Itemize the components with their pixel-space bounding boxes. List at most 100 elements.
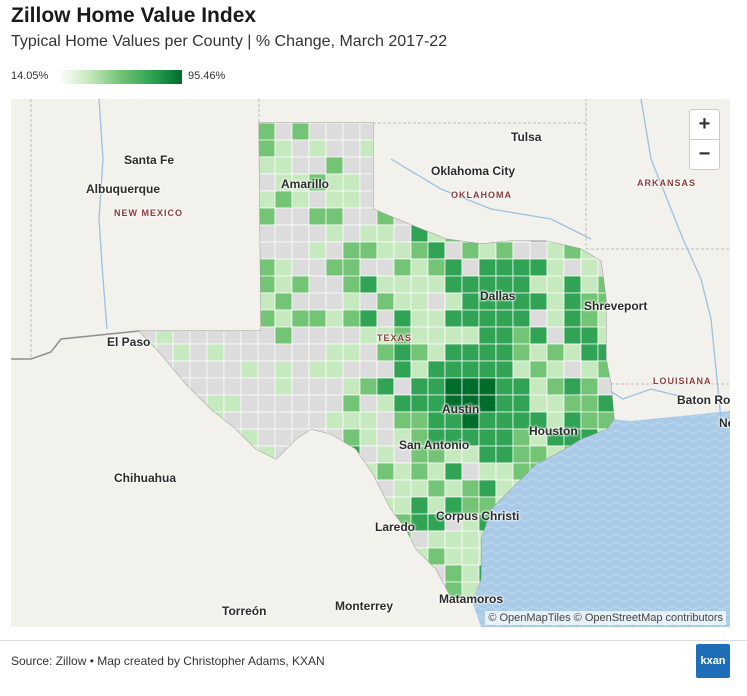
county-cell[interactable] — [495, 241, 514, 260]
county-cell[interactable] — [342, 394, 361, 413]
county-cell[interactable] — [615, 327, 632, 344]
county-cell[interactable] — [427, 479, 446, 498]
county-cell[interactable] — [597, 360, 615, 379]
county-cell[interactable] — [376, 547, 395, 566]
county-cell[interactable] — [512, 377, 531, 396]
county-cell[interactable] — [529, 258, 548, 277]
county-cell[interactable] — [563, 360, 582, 379]
county-cell[interactable] — [393, 309, 412, 328]
county-cell[interactable] — [342, 581, 361, 599]
county-cell[interactable] — [291, 224, 310, 243]
county-cell[interactable] — [393, 292, 412, 311]
county-cell[interactable] — [257, 207, 276, 226]
county-cell[interactable] — [359, 360, 378, 379]
county-cell[interactable] — [478, 139, 497, 158]
county-cell[interactable] — [529, 360, 548, 379]
county-cell[interactable] — [223, 343, 242, 362]
county-cell[interactable] — [189, 139, 208, 158]
county-cell[interactable] — [308, 326, 327, 345]
county-cell[interactable] — [172, 241, 191, 260]
county-cell[interactable] — [512, 190, 531, 209]
county-cell[interactable] — [155, 530, 174, 549]
county-cell[interactable] — [359, 445, 378, 464]
county-cell[interactable] — [172, 326, 191, 345]
county-cell[interactable] — [512, 241, 531, 260]
county-cell[interactable] — [325, 224, 344, 243]
county-cell[interactable] — [223, 513, 242, 532]
county-cell[interactable] — [615, 395, 632, 412]
county-cell[interactable] — [410, 139, 429, 158]
county-cell[interactable] — [615, 157, 632, 174]
county-cell[interactable] — [342, 428, 361, 447]
county-cell[interactable] — [393, 394, 412, 413]
county-cell[interactable] — [206, 190, 225, 209]
county-cell[interactable] — [410, 207, 429, 226]
county-cell[interactable] — [427, 377, 446, 396]
county-cell[interactable] — [189, 394, 208, 413]
county-cell[interactable] — [291, 258, 310, 277]
county-cell[interactable] — [291, 598, 310, 616]
county-cell[interactable] — [240, 190, 259, 209]
county-cell[interactable] — [240, 360, 259, 379]
county-cell[interactable] — [376, 258, 395, 277]
county-cell[interactable] — [342, 445, 361, 464]
county-cell[interactable] — [342, 224, 361, 243]
county-cell[interactable] — [206, 258, 225, 277]
county-cell[interactable] — [139, 241, 157, 260]
county-cell[interactable] — [223, 547, 242, 566]
county-cell[interactable] — [359, 139, 378, 158]
county-cell[interactable] — [325, 513, 344, 532]
county-cell[interactable] — [478, 445, 497, 464]
county-cell[interactable] — [308, 190, 327, 209]
county-cell[interactable] — [308, 275, 327, 294]
county-cell[interactable] — [325, 394, 344, 413]
county-cell[interactable] — [461, 309, 480, 328]
county-cell[interactable] — [172, 258, 191, 277]
county-cell[interactable] — [139, 428, 157, 447]
county-cell[interactable] — [597, 275, 615, 294]
county-cell[interactable] — [291, 292, 310, 311]
county-cell[interactable] — [325, 547, 344, 566]
county-cell[interactable] — [580, 411, 599, 430]
county-cell[interactable] — [223, 139, 242, 158]
county-cell[interactable] — [206, 139, 225, 158]
county-cell[interactable] — [240, 377, 259, 396]
county-cell[interactable] — [359, 326, 378, 345]
county-cell[interactable] — [342, 292, 361, 311]
county-cell[interactable] — [274, 394, 293, 413]
county-cell[interactable] — [444, 241, 463, 260]
county-cell[interactable] — [257, 241, 276, 260]
county-cell[interactable] — [139, 513, 157, 532]
county-cell[interactable] — [291, 479, 310, 498]
county-cell[interactable] — [444, 309, 463, 328]
county-cell[interactable] — [410, 156, 429, 175]
county-cell[interactable] — [139, 564, 157, 583]
county-cell[interactable] — [563, 139, 582, 158]
county-cell[interactable] — [155, 258, 174, 277]
county-cell[interactable] — [478, 224, 497, 243]
county-cell[interactable] — [359, 564, 378, 583]
county-cell[interactable] — [597, 258, 615, 277]
county-cell[interactable] — [206, 428, 225, 447]
county-cell[interactable] — [139, 445, 157, 464]
county-cell[interactable] — [206, 530, 225, 549]
county-cell[interactable] — [393, 190, 412, 209]
county-cell[interactable] — [359, 377, 378, 396]
county-cell[interactable] — [139, 530, 157, 549]
county-cell[interactable] — [172, 530, 191, 549]
county-cell[interactable] — [139, 496, 157, 515]
county-cell[interactable] — [308, 207, 327, 226]
county-cell[interactable] — [580, 360, 599, 379]
county-cell[interactable] — [291, 564, 310, 583]
county-cell[interactable] — [189, 598, 208, 616]
county-cell[interactable] — [546, 377, 565, 396]
county-cell[interactable] — [274, 207, 293, 226]
county-cell[interactable] — [257, 139, 276, 158]
county-cell[interactable] — [393, 275, 412, 294]
county-cell[interactable] — [359, 241, 378, 260]
county-cell[interactable] — [580, 377, 599, 396]
county-cell[interactable] — [189, 564, 208, 583]
county-cell[interactable] — [291, 462, 310, 481]
map-attribution[interactable]: © OpenMapTiles © OpenStreetMap contribut… — [485, 611, 726, 625]
county-cell[interactable] — [291, 156, 310, 175]
